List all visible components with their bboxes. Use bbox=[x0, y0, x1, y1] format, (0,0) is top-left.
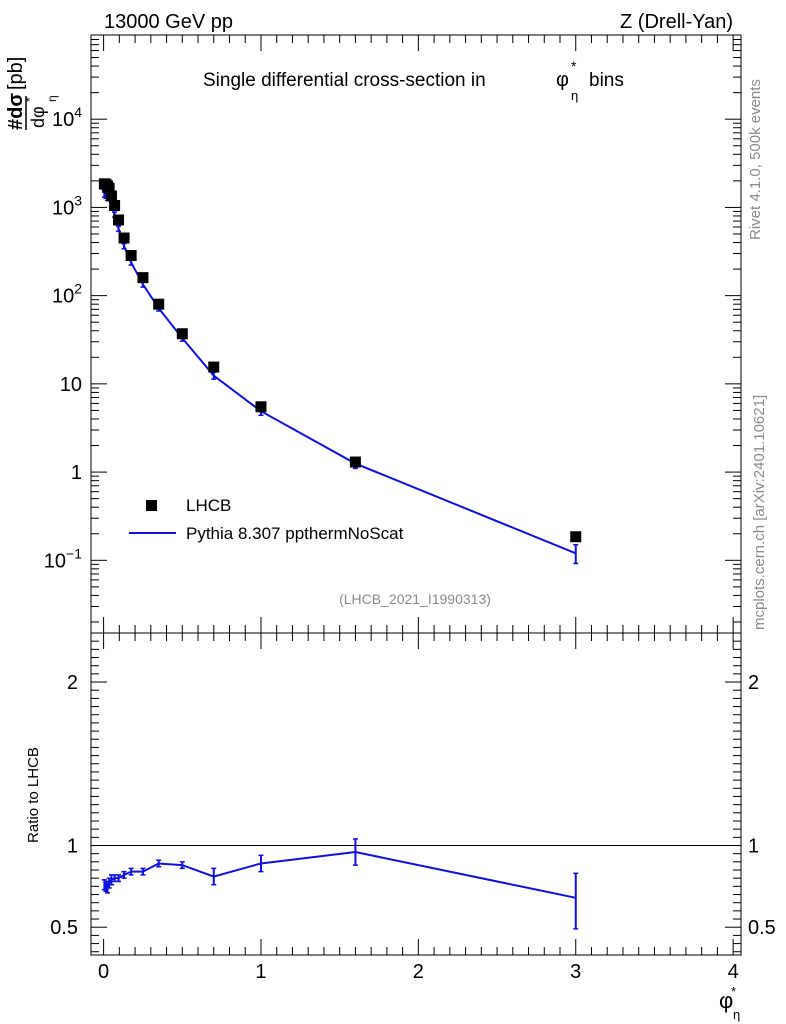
plot-title-tail: bins bbox=[589, 70, 624, 91]
ratio-y-tick-label-right: 0.5 bbox=[748, 917, 776, 939]
ratio-series-line bbox=[103, 851, 576, 899]
data-point-marker bbox=[125, 250, 137, 262]
main-plot-marks bbox=[98, 178, 582, 565]
legend-data-marker bbox=[146, 500, 157, 511]
data-point-marker bbox=[105, 190, 117, 202]
ratio-y-tick-label-left: 0.5 bbox=[50, 917, 78, 939]
mcplots-label: mcplots.cern.ch [arXiv:2401.10621] bbox=[751, 395, 768, 630]
y-label-denominator: dφ bbox=[28, 106, 48, 128]
mc-series-line bbox=[103, 193, 577, 555]
data-point-marker bbox=[137, 272, 149, 284]
legend-mc-label: Pythia 8.307 ppthermNoScat bbox=[186, 524, 404, 543]
y-tick-label: 102 bbox=[52, 281, 82, 308]
y-tick-label: 104 bbox=[52, 104, 82, 131]
ratio-y-tick-label-left: 1 bbox=[67, 835, 78, 857]
main-y-axis-label: #dσ dφ * η [pb] bbox=[5, 57, 59, 130]
process-label: Z (Drell-Yan) bbox=[620, 11, 733, 33]
data-point-marker bbox=[208, 361, 220, 373]
rivet-label: Rivet 4.1.0, 500k events bbox=[747, 79, 764, 240]
ratio-y-tick-label-left: 2 bbox=[67, 672, 78, 694]
ratio-y-axis-label: Ratio to LHCB bbox=[25, 747, 42, 843]
x-tick-label: 0 bbox=[98, 961, 109, 983]
legend: LHCB Pythia 8.307 ppthermNoScat bbox=[129, 496, 404, 543]
data-point-marker bbox=[349, 456, 361, 468]
x-tick-label: 3 bbox=[570, 961, 581, 983]
energy-label: 13000 GeV pp bbox=[104, 11, 233, 33]
x-tick-label: 1 bbox=[255, 961, 266, 983]
plot-title: Single differential cross-section in φ *… bbox=[203, 58, 624, 103]
plot-title-symbol: φ bbox=[556, 69, 569, 91]
y-label-numerator: #dσ bbox=[5, 93, 27, 130]
x-tick-label: 4 bbox=[728, 961, 739, 983]
ratio-plot-marks bbox=[91, 838, 741, 930]
data-point-marker bbox=[153, 298, 165, 310]
axis-ticks bbox=[91, 34, 741, 955]
data-point-marker bbox=[176, 328, 188, 340]
legend-data-label: LHCB bbox=[186, 496, 231, 515]
analysis-id-label: (LHCB_2021_I1990313) bbox=[339, 591, 491, 607]
data-point-marker bbox=[113, 214, 125, 226]
y-tick-label: 1 bbox=[71, 462, 82, 484]
y-label-sub: η bbox=[45, 95, 59, 102]
plot-title-sub: η bbox=[571, 88, 578, 103]
y-tick-label: 103 bbox=[52, 192, 82, 219]
data-point-marker bbox=[570, 531, 582, 543]
x-label-sub: η bbox=[733, 1007, 740, 1022]
x-label-symbol: φ bbox=[719, 988, 733, 1013]
main-plot-frame bbox=[90, 34, 742, 634]
data-point-marker bbox=[103, 182, 115, 194]
data-point-marker bbox=[255, 401, 267, 413]
data-point-marker bbox=[118, 232, 130, 244]
x-label-sup: * bbox=[731, 984, 736, 999]
data-point-marker bbox=[109, 200, 121, 212]
x-axis-label: φ * η bbox=[719, 984, 740, 1022]
y-tick-label: 10 bbox=[60, 374, 82, 396]
plot-title-text: Single differential cross-section in bbox=[203, 70, 486, 91]
ratio-y-tick-label-right: 2 bbox=[748, 672, 759, 694]
ratio-y-tick-label-right: 1 bbox=[748, 835, 759, 857]
x-tick-label: 2 bbox=[413, 961, 424, 983]
y-label-unit: [pb] bbox=[5, 57, 27, 90]
y-tick-label: 10−1 bbox=[44, 545, 82, 572]
y-label-sup: * bbox=[23, 97, 37, 102]
plot-title-sup: * bbox=[571, 58, 577, 74]
ratio-plot-frame bbox=[90, 632, 742, 956]
